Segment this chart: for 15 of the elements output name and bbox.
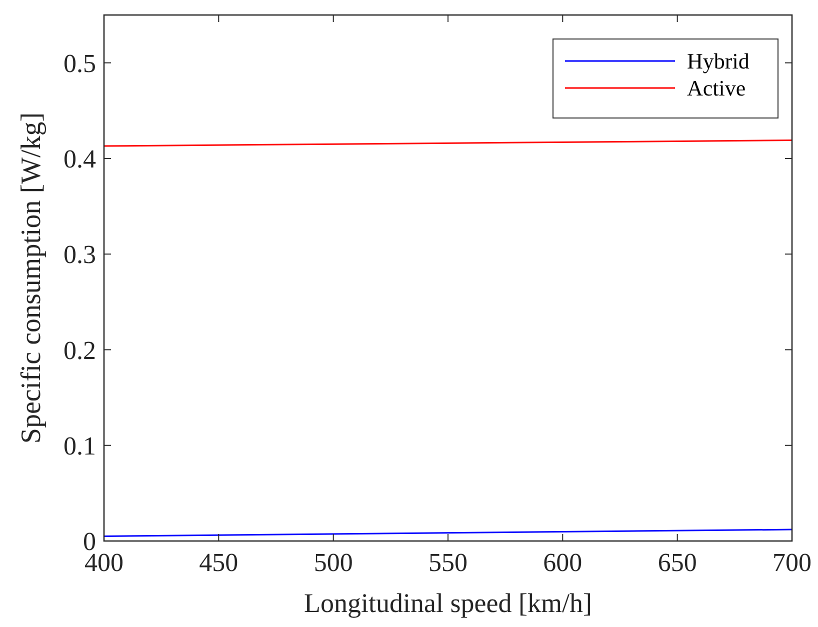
x-tick-label: 650 xyxy=(658,548,697,577)
y-tick-label: 0.2 xyxy=(64,336,96,365)
y-tick-label: 0.4 xyxy=(64,144,96,174)
x-tick-label: 500 xyxy=(314,548,353,577)
x-tick-label: 600 xyxy=(543,548,582,577)
y-tick-label: 0.3 xyxy=(64,240,96,270)
x-tick-label: 550 xyxy=(428,548,468,577)
y-tick-label: 0.5 xyxy=(64,48,96,78)
x-axis-title: Longitudinal speed [km/h] xyxy=(304,588,592,618)
legend-label: Active xyxy=(687,76,746,101)
y-tick-label: 0.1 xyxy=(64,431,96,460)
legend-label: Hybrid xyxy=(687,48,750,74)
x-tick-label: 450 xyxy=(199,548,238,577)
x-tick-label: 700 xyxy=(772,548,812,577)
y-axis-title: Specific consumption [W/kg] xyxy=(16,112,47,444)
